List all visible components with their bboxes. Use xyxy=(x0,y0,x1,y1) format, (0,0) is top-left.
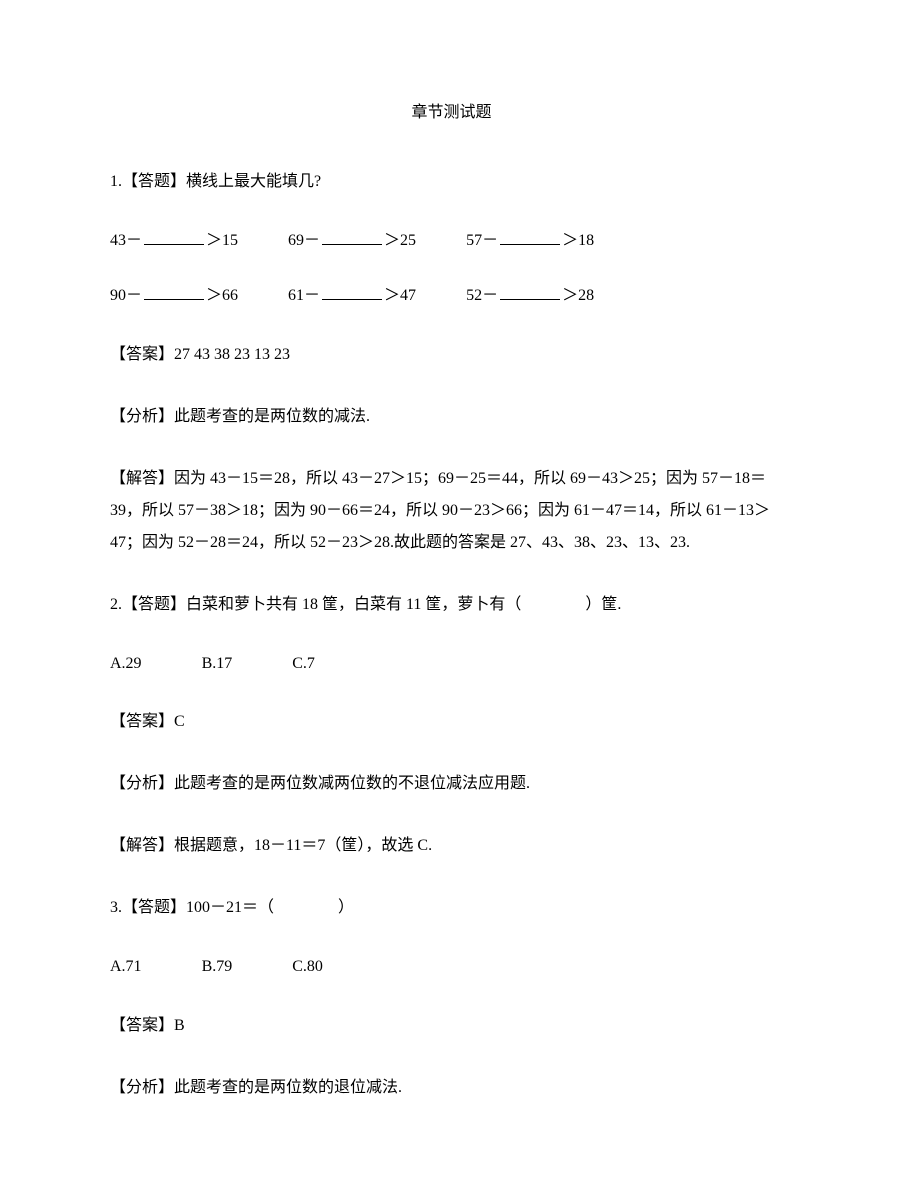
q1-analysis: 【分析】此题考查的是两位数的减法. xyxy=(110,401,793,433)
q1-prompt: 1.【答题】横线上最大能填几? xyxy=(110,166,793,198)
q2-answer: 【答案】C xyxy=(110,706,793,738)
q1-row2-a: 90－ ＞66 xyxy=(110,283,238,309)
q3-answer: 【答案】B xyxy=(110,1010,793,1042)
q1-row1: 43－ ＞15 69－ ＞25 57－ ＞18 xyxy=(110,228,793,254)
q1-row1-c-lhs: 57－ xyxy=(466,228,498,254)
blank xyxy=(144,284,204,300)
q1-row2-b-lhs: 61－ xyxy=(288,283,320,309)
q3-option-c: C.80 xyxy=(292,954,323,980)
q2-option-c: C.7 xyxy=(292,651,315,677)
q3-prompt: 3.【答题】100－21＝（ ） xyxy=(110,892,793,924)
q2-analysis: 【分析】此题考查的是两位数减两位数的不退位减法应用题. xyxy=(110,768,793,800)
q1-row1-b-lhs: 69－ xyxy=(288,228,320,254)
q1-solution: 【解答】因为 43－15＝28，所以 43－27＞15；69－25＝44，所以 … xyxy=(110,463,793,559)
q1-row2-b-rhs: ＞47 xyxy=(384,283,416,309)
blank xyxy=(144,229,204,245)
q1-row1-a-lhs: 43－ xyxy=(110,228,142,254)
blank xyxy=(322,229,382,245)
q1-row1-b: 69－ ＞25 xyxy=(288,228,416,254)
q2-option-b: B.17 xyxy=(202,651,233,677)
q1-answer: 【答案】27 43 38 23 13 23 xyxy=(110,339,793,371)
q1-row1-a-rhs: ＞15 xyxy=(206,228,238,254)
blank xyxy=(322,284,382,300)
q1-row2-c-lhs: 52－ xyxy=(466,283,498,309)
q1-row1-a: 43－ ＞15 xyxy=(110,228,238,254)
q3-options: A.71 B.79 C.80 xyxy=(110,954,793,980)
page-title: 章节测试题 xyxy=(110,100,793,126)
blank xyxy=(500,229,560,245)
q1-row1-b-rhs: ＞25 xyxy=(384,228,416,254)
q1-row2-a-lhs: 90－ xyxy=(110,283,142,309)
q1-row2-a-rhs: ＞66 xyxy=(206,283,238,309)
q3-option-a: A.71 xyxy=(110,954,142,980)
q3-analysis: 【分析】此题考查的是两位数的退位减法. xyxy=(110,1072,793,1104)
q1-row1-c-rhs: ＞18 xyxy=(562,228,594,254)
q1-row2-b: 61－ ＞47 xyxy=(288,283,416,309)
q3-option-b: B.79 xyxy=(202,954,233,980)
q1-row2-c-rhs: ＞28 xyxy=(562,283,594,309)
q1-row2-c: 52－ ＞28 xyxy=(466,283,594,309)
q2-prompt: 2.【答题】白菜和萝卜共有 18 筐，白菜有 11 筐，萝卜有（ ）筐. xyxy=(110,589,793,621)
blank xyxy=(500,284,560,300)
q1-row2: 90－ ＞66 61－ ＞47 52－ ＞28 xyxy=(110,283,793,309)
q1-row1-c: 57－ ＞18 xyxy=(466,228,594,254)
q2-option-a: A.29 xyxy=(110,651,142,677)
q2-options: A.29 B.17 C.7 xyxy=(110,651,793,677)
q2-solution: 【解答】根据题意，18－11＝7（筐），故选 C. xyxy=(110,830,793,862)
